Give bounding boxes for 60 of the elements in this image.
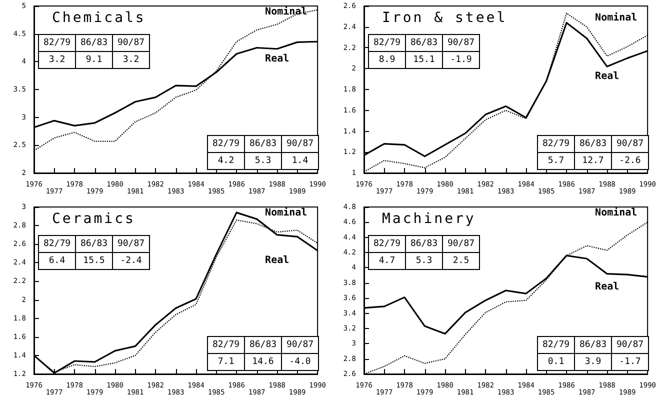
annotation: 82/79	[208, 136, 244, 152]
annotation: 9.1	[76, 52, 112, 68]
annotation: 90/87	[442, 34, 480, 52]
series-label: Nominal	[595, 11, 638, 24]
annotation: 90/87	[282, 136, 318, 152]
annotation: 86/83	[244, 136, 282, 152]
annotation: 12.7	[574, 152, 612, 170]
annotation: 15.1	[406, 52, 442, 68]
annotation: 90/87	[612, 136, 648, 152]
annotation: 14.6	[244, 354, 282, 370]
annotation: 86/83	[574, 336, 612, 354]
annotation: 7.1	[208, 354, 244, 370]
annotation: 5.7	[538, 152, 574, 170]
annotation: 82/79	[538, 336, 574, 354]
annotation: 4.7	[368, 252, 406, 270]
annotation: -1.7	[612, 354, 648, 370]
annotation: 90/87	[112, 34, 150, 52]
annotation: 3.2	[38, 52, 76, 68]
annotation: 0.1	[538, 354, 574, 370]
annotation: 86/83	[406, 236, 442, 252]
annotation: 90/87	[442, 236, 480, 252]
chart-title: Ceramics	[52, 211, 136, 227]
annotation: -1.9	[442, 52, 480, 68]
annotation: 82/79	[208, 336, 244, 354]
annotation: 86/83	[76, 34, 112, 52]
annotation: 1.4	[282, 152, 318, 170]
annotation: 90/87	[112, 236, 150, 252]
series-label: Real	[595, 71, 620, 82]
series-label: Nominal	[265, 6, 308, 18]
annotation: 15.5	[76, 252, 112, 270]
annotation: 86/83	[574, 136, 612, 152]
series-label: Real	[595, 281, 620, 292]
annotation: 82/79	[38, 236, 76, 252]
annotation: 82/79	[368, 34, 406, 52]
annotation: 5.3	[406, 252, 442, 270]
annotation: 3.9	[574, 354, 612, 370]
annotation: 8.9	[368, 52, 406, 68]
series-label: Nominal	[265, 206, 308, 218]
annotation: -2.4	[112, 252, 150, 270]
annotation: 3.2	[112, 52, 150, 68]
chart-title: Chemicals	[52, 10, 146, 26]
annotation: 5.3	[244, 152, 282, 170]
annotation: -4.0	[282, 354, 318, 370]
chart-title: Machinery	[382, 211, 476, 227]
annotation: 82/79	[368, 236, 406, 252]
annotation: 86/83	[406, 34, 442, 52]
annotation: 6.4	[38, 252, 76, 270]
annotation: 4.2	[208, 152, 244, 170]
annotation: -2.6	[612, 152, 648, 170]
chart-title: Iron & steel	[382, 10, 508, 26]
series-label: Nominal	[595, 206, 638, 219]
annotation: 2.5	[442, 252, 480, 270]
annotation: 90/87	[282, 336, 318, 354]
annotation: 82/79	[38, 34, 76, 52]
series-label: Real	[265, 53, 290, 64]
annotation: 86/83	[244, 336, 282, 354]
annotation: 86/83	[76, 236, 112, 252]
series-label: Real	[265, 255, 290, 266]
annotation: 82/79	[538, 136, 574, 152]
annotation: 90/87	[612, 336, 648, 354]
